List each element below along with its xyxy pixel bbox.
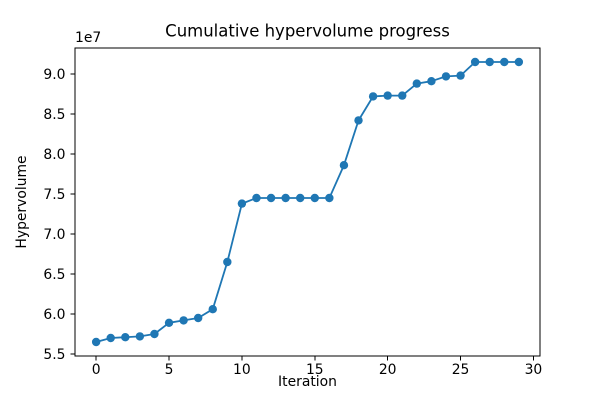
data-point-marker xyxy=(485,57,494,67)
data-point-marker xyxy=(383,91,392,100)
x-axis-label: Iteration xyxy=(278,374,337,390)
data-point-marker xyxy=(266,193,276,203)
data-point-marker xyxy=(398,91,407,100)
data-point-marker xyxy=(441,72,451,81)
data-point-marker xyxy=(252,193,261,203)
chart-title: Cumulative hypervolume progress xyxy=(165,22,450,41)
y-axis-offset-label: 1e7 xyxy=(75,30,101,46)
data-point-marker xyxy=(412,79,422,88)
data-point-marker xyxy=(456,71,465,80)
y-tick-label: 8.0 xyxy=(43,147,65,163)
data-point-marker xyxy=(193,313,203,323)
x-tick-label: 25 xyxy=(452,362,470,378)
axes-spines xyxy=(74,47,541,357)
data-point-marker xyxy=(237,199,247,208)
data-point-marker xyxy=(427,77,436,86)
data-point-marker xyxy=(223,257,232,267)
y-tick-label: 7.0 xyxy=(43,227,65,243)
data-point-marker xyxy=(368,92,378,101)
data-point-marker xyxy=(106,333,115,343)
x-tick-label: 30 xyxy=(525,362,543,378)
x-tick-label: 5 xyxy=(165,362,174,378)
data-line xyxy=(95,61,520,343)
data-point-marker xyxy=(281,193,290,203)
x-tick-label: 20 xyxy=(379,362,397,378)
data-point-marker xyxy=(91,337,101,347)
y-axis-label: Hypervolume xyxy=(14,155,30,248)
data-point-marker xyxy=(325,193,334,203)
data-point-marker xyxy=(150,329,159,339)
x-tick-label: 0 xyxy=(92,362,101,378)
plot-area: 0 5 10 15 20 25 30 5.5 6.0 6.5 7.0 7.5 8.0 8.5 9.0 xyxy=(43,47,543,378)
y-tick-label: 6.0 xyxy=(43,307,65,323)
data-point-marker xyxy=(470,57,480,67)
data-point-marker xyxy=(514,57,524,67)
y-tick-label: 7.5 xyxy=(43,187,65,203)
data-point-marker xyxy=(121,333,130,342)
data-point-marker xyxy=(339,161,349,170)
data-point-marker xyxy=(179,316,188,325)
data-point-marker xyxy=(354,116,363,125)
x-tick-label: 15 xyxy=(306,362,324,378)
x-tick-label: 10 xyxy=(233,362,251,378)
y-tick-label: 6.5 xyxy=(43,267,65,283)
data-point-marker xyxy=(296,193,305,203)
data-point-marker xyxy=(310,193,319,203)
data-point-marker xyxy=(135,332,145,341)
data-point-marker xyxy=(208,305,217,314)
data-point-marker xyxy=(500,57,509,67)
y-tick-label: 9.0 xyxy=(43,67,65,83)
data-point-marker xyxy=(164,318,174,327)
y-tick-label: 5.5 xyxy=(43,347,65,363)
y-tick-label: 8.5 xyxy=(43,107,65,123)
